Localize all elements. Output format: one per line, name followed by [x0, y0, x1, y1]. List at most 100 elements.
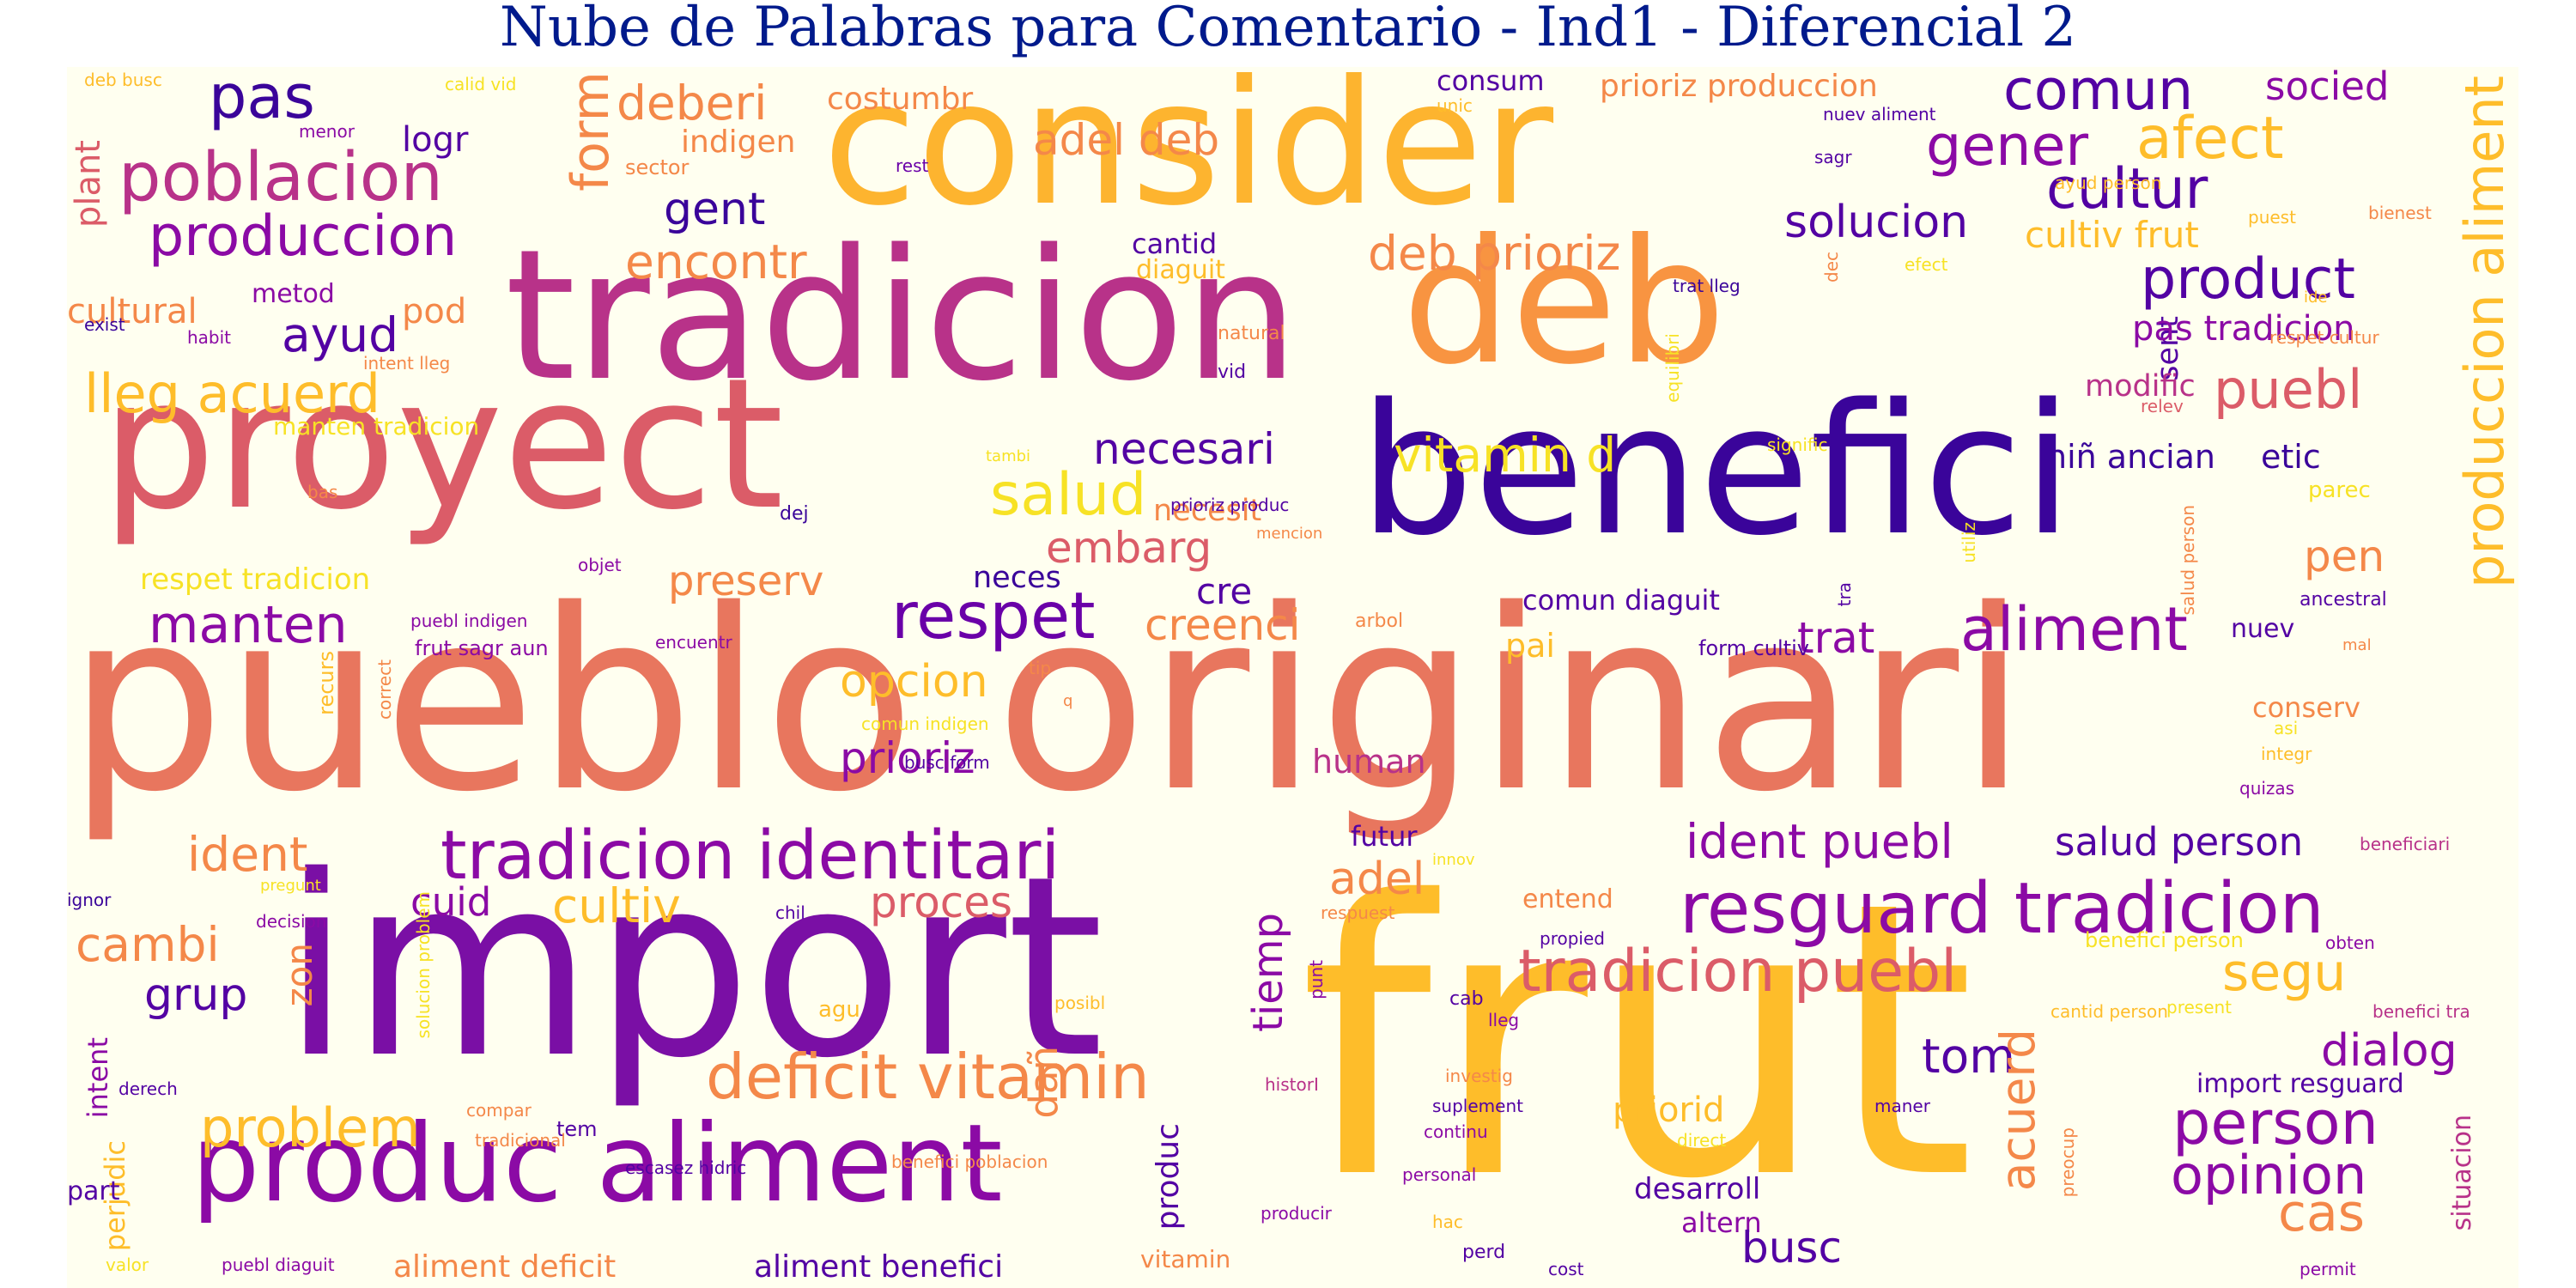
word-valor: valor [106, 1255, 149, 1275]
word-posibl: posibl [1054, 993, 1106, 1013]
word-frut-sagr-aun: frut sagr aun [415, 636, 549, 660]
word-hac: hac [1432, 1212, 1463, 1232]
word-pod: pod [402, 292, 467, 331]
word-lleg: lleg [1488, 1010, 1520, 1030]
word-dec: dec [1821, 252, 1842, 283]
word-bienest: bienest [2368, 203, 2432, 223]
word-nuev-aliment: nuev aliment [1823, 104, 1936, 125]
word-suplement: suplement [1432, 1096, 1523, 1116]
word-preocup: preocup [2057, 1127, 2078, 1198]
word-manten: manten [149, 595, 348, 655]
word-quizas: quizas [2239, 778, 2295, 799]
word-trat: trat [1797, 613, 1875, 663]
word-manten-tradicion: manten tradicion [273, 412, 480, 440]
word-prioriz-produc: prioriz produc [1170, 495, 1290, 515]
word-ident: ident [187, 827, 308, 882]
word-cultiv: cultiv [552, 878, 681, 933]
word-deb-busc: deb busc [84, 70, 162, 90]
word-benefici-tra: benefici tra [2372, 1001, 2470, 1022]
word-aliment-benefici: aliment benefici [754, 1249, 1004, 1285]
word-encuentr: encuentr [655, 632, 732, 653]
word-modific: modific [2085, 369, 2196, 404]
word-cultiv-frut: cultiv frut [2025, 214, 2199, 256]
word-comun-diaguit: comun diaguit [1522, 584, 1720, 617]
word-benefici: benefici [1359, 365, 2073, 575]
word-plant: plant [69, 140, 108, 228]
word-beneficiari: beneficiari [2360, 834, 2451, 854]
word-tradicional: tradicional [475, 1130, 566, 1151]
word-consum: consum [1437, 67, 1545, 97]
word-nuev: nuev [2231, 614, 2295, 644]
word-produccion: produccion [149, 204, 458, 269]
word-pas-tradicion: pas tradicion [2132, 309, 2355, 349]
word-relev: relev [2141, 396, 2184, 416]
word-aliment: aliment [1960, 594, 2188, 665]
word-tradicion: tradicion [505, 210, 1299, 421]
word-decision: decision [256, 911, 327, 932]
word-derech: derech [118, 1078, 178, 1099]
word-problem: problem [200, 1097, 421, 1159]
word-comun: comun [2003, 67, 2194, 123]
word-deficit-vitamin: deficit vitamin [706, 1041, 1150, 1113]
word-tambi: tambi [986, 447, 1031, 465]
word-logr: logr [402, 120, 469, 160]
word-q: q [1063, 692, 1073, 710]
word-tem: tem [556, 1117, 598, 1141]
word-pueblo-originari: pueblo originari [67, 557, 2028, 847]
word-ident-puebl: ident puebl [1686, 814, 1953, 869]
word-vitamin-d: vitamin d [1394, 428, 1617, 483]
word-direct: direct [1677, 1130, 1727, 1151]
word-pregunt: pregunt [260, 877, 321, 895]
word-import-resguard: import resguard [2196, 1069, 2404, 1099]
word-equilibri: equilibri [1662, 333, 1683, 403]
word-tradicion-puebl: tradicion puebl [1518, 938, 1958, 1005]
word-asi: asi [2274, 718, 2299, 738]
word-part: part [67, 1176, 120, 1206]
word-desarroll: desarroll [1634, 1172, 1761, 1206]
word-investig: investig [1445, 1066, 1513, 1086]
word-utiliz: utiliz [1959, 522, 1979, 563]
word-cantid: cantid [1132, 228, 1218, 260]
word-priorid: priorid [1613, 1091, 1725, 1130]
word-tip: tip [1029, 658, 1052, 678]
word-necesari: necesari [1093, 424, 1275, 474]
word-compar: compar [466, 1100, 532, 1121]
word-socied: socied [2265, 67, 2390, 109]
word-preserv: preserv [668, 557, 824, 605]
word-acuerd: acuerd [1990, 1029, 2045, 1192]
word-cultural: cultural [67, 292, 197, 331]
word-prioriz: prioriz [840, 733, 975, 783]
word-opcion: opcion [840, 656, 988, 708]
word-efect: efect [1905, 254, 1948, 275]
word-proces: proces [870, 878, 1013, 927]
word-arbol: arbol [1355, 611, 1404, 632]
word-ayud: ayud [282, 307, 399, 362]
word-indigen: indigen [681, 125, 796, 160]
word-sagr: sagr [1814, 147, 1852, 167]
word-bas: bas [307, 482, 338, 502]
word-rest: rest [896, 155, 929, 176]
word-tradicion-identitari: tradicion identitari [440, 817, 1060, 895]
word-adel: adel [1329, 854, 1425, 905]
word-vid: vid [1218, 361, 1247, 383]
word-comun-indigen: comun indigen [861, 714, 989, 734]
word-form-cultiv: form cultiv [1698, 636, 1809, 660]
word-cultur: cultur [2046, 157, 2208, 222]
word-resguard-tradicion: resguard tradicion [1680, 868, 2324, 950]
word-cloud: pueblo originari frut import benefici tradic… [67, 67, 2518, 1288]
word-intent-lleg: intent lleg [363, 353, 451, 374]
word-respuest: respuest [1321, 902, 1395, 923]
word-pai: pai [1505, 627, 1555, 665]
word-punt: punt [1306, 960, 1327, 999]
word-tom: tom [1922, 1029, 2015, 1084]
word-chil: chil [775, 902, 805, 923]
word-salud-person: salud person [2178, 505, 2198, 616]
word-solucion-problem: solucion problem [413, 891, 434, 1039]
word-cambi: cambi [76, 917, 220, 972]
word-producir: producir [1261, 1203, 1332, 1224]
word-proyect: proyect [101, 339, 784, 550]
word-busc-form: busc form [904, 752, 990, 773]
word-signific: signific [1767, 434, 1828, 455]
word-encontr: encontr [625, 234, 807, 289]
word-permit: permit [2300, 1259, 2356, 1279]
